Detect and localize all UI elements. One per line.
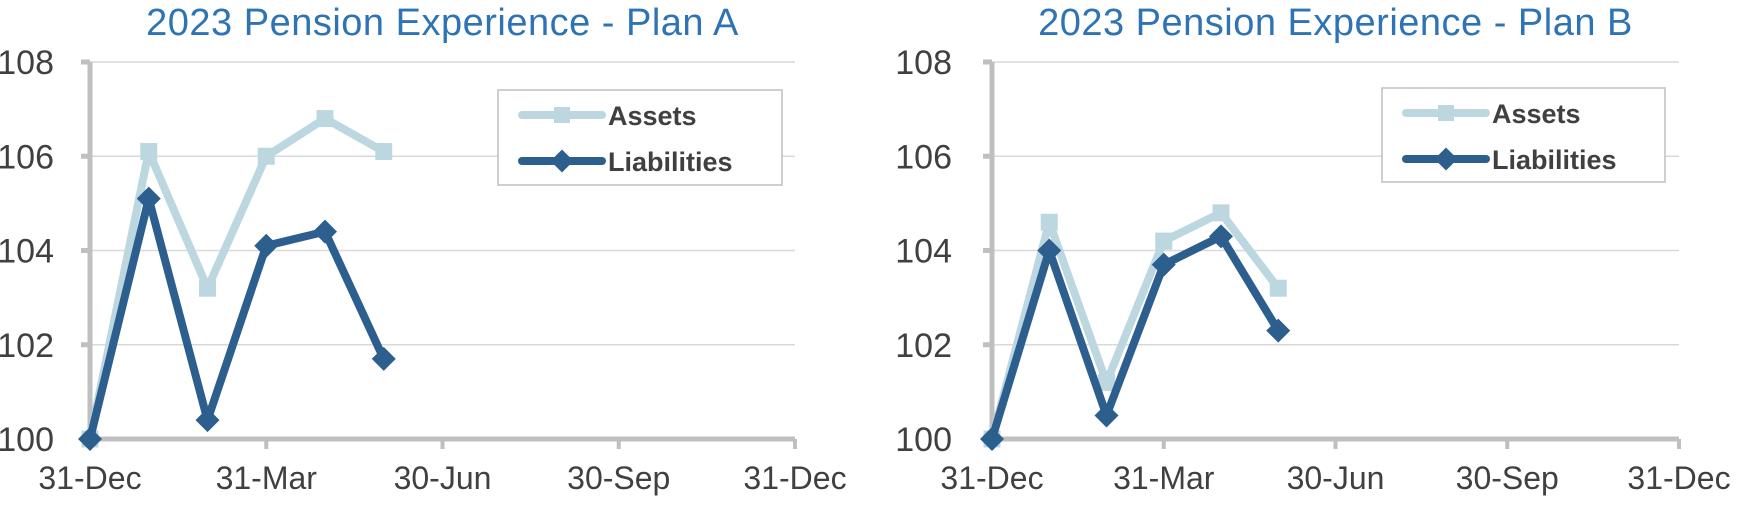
liabilities-marker	[1094, 403, 1119, 428]
legend-liabilities-swatch-marker	[550, 149, 574, 173]
legend-assets-swatch-marker	[1438, 105, 1454, 121]
y-tick-label: 102	[0, 327, 54, 365]
x-tick-label: 31-Dec	[743, 460, 846, 496]
liabilities-marker	[195, 408, 220, 433]
y-tick-label: 104	[895, 233, 952, 271]
y-tick-label: 100	[0, 421, 54, 459]
liabilities-marker	[254, 233, 279, 258]
assets-marker	[1040, 213, 1058, 231]
liabilities-marker	[1266, 318, 1291, 343]
liabilities-line	[86, 194, 388, 443]
liabilities-marker	[980, 427, 1004, 451]
legend-assets-swatch-marker	[554, 107, 570, 123]
legend-liabilities-label: Liabilities	[608, 147, 733, 177]
x-tick-label: 30-Sep	[1456, 460, 1559, 496]
liabilities-marker	[1151, 252, 1176, 277]
assets-marker	[316, 110, 334, 128]
y-tick-label: 104	[0, 233, 54, 271]
y-tick-label: 102	[895, 327, 952, 365]
legend-box	[497, 89, 783, 186]
liabilities-marker	[78, 427, 102, 451]
plan-a-chart-panel: 2023 Pension Experience - Plan A 100 102 1…	[0, 2, 847, 496]
assets-marker	[1212, 204, 1230, 222]
legend-assets-label: Assets	[608, 101, 697, 131]
plan-b-chart-title: 2023 Pension Experience - Plan B	[1038, 2, 1633, 44]
x-tick-label: 31-Dec	[38, 460, 141, 496]
assets-marker	[1269, 279, 1287, 297]
liabilities-marker	[1037, 238, 1062, 263]
x-tick-label: 31-Dec	[940, 460, 1043, 496]
legend-liabilities-swatch-marker	[1434, 147, 1458, 171]
plan-a-chart-title: 2023 Pension Experience - Plan A	[146, 2, 739, 44]
y-tick-label: 106	[0, 138, 54, 176]
y-tick-label: 106	[895, 138, 952, 176]
x-tick-label: 31-Mar	[216, 460, 318, 496]
plan-a-line-chart: 100 102 104 106 108 31-Dec 31-Mar 30-Jun 30-Sep 3…	[0, 44, 847, 496]
assets-marker	[1155, 232, 1173, 250]
liabilities-marker	[1209, 224, 1233, 249]
y-tick-label: 100	[895, 421, 952, 459]
liabilities-marker	[136, 186, 161, 211]
assets-marker	[1098, 373, 1115, 391]
x-tick-label: 31-Mar	[1113, 460, 1215, 496]
y-tick-label: 108	[895, 44, 952, 82]
x-tick-label: 30-Sep	[567, 460, 670, 496]
legend-liabilities-label: Liabilities	[1492, 145, 1617, 175]
legend-box	[1381, 87, 1666, 183]
y-tick-label: 108	[0, 44, 54, 82]
assets-marker	[257, 147, 275, 165]
x-tick-label: 30-Jun	[1287, 460, 1385, 496]
assets-marker	[199, 279, 216, 297]
liabilities-marker	[371, 346, 396, 371]
legend-assets-label: Assets	[1492, 99, 1581, 129]
x-tick-label: 30-Jun	[394, 460, 492, 496]
assets-marker	[375, 143, 393, 161]
plan-b-line-chart: 100 102 104 106 108 31-Dec 31-Mar 30-Jun 30-Sep 3…	[895, 44, 1730, 496]
plan-b-chart-panel: 2023 Pension Experience - Plan B 100 102 1…	[873, 0, 1746, 520]
liabilities-marker	[313, 219, 337, 244]
x-tick-label: 31-Dec	[1627, 460, 1730, 496]
assets-marker	[140, 143, 158, 161]
assets-line	[988, 208, 1283, 443]
liabilities-line	[988, 232, 1283, 443]
assets-line	[86, 114, 388, 443]
